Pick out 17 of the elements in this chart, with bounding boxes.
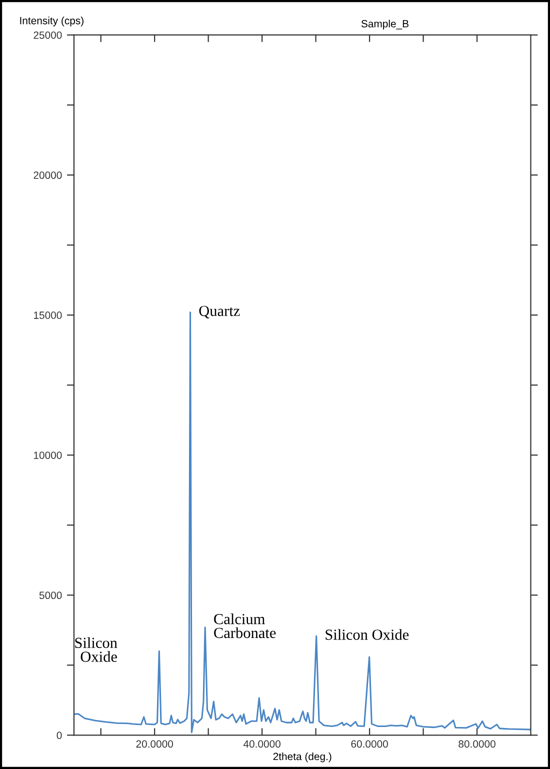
x-tick-label: 60.0000 bbox=[351, 740, 388, 748]
y-tick-label: 20000 bbox=[34, 172, 62, 179]
x-tick-label: 20.0000 bbox=[136, 740, 174, 748]
y-tick-label: 10000 bbox=[34, 452, 62, 459]
annotation: Calcium Carbonate bbox=[214, 613, 276, 638]
annotation: Silicon Oxide bbox=[326, 629, 409, 640]
y-tick-label: 5000 bbox=[39, 592, 62, 600]
annotation: Silicon Oxide bbox=[75, 637, 118, 662]
x-tick-label: 40.0000 bbox=[243, 740, 280, 748]
y-tick-label: 25000 bbox=[34, 31, 62, 39]
x-tick-label: 80.0000 bbox=[458, 740, 496, 748]
chart-title: Sample_B bbox=[361, 20, 408, 30]
y-tick-label: 0 bbox=[56, 732, 62, 740]
x-axis-title: 2theta (deg.) bbox=[273, 752, 332, 762]
y-axis-title: Intensity (cps) bbox=[20, 16, 84, 26]
annotation: Quartz bbox=[199, 306, 240, 318]
y-tick-label: 15000 bbox=[34, 312, 62, 319]
